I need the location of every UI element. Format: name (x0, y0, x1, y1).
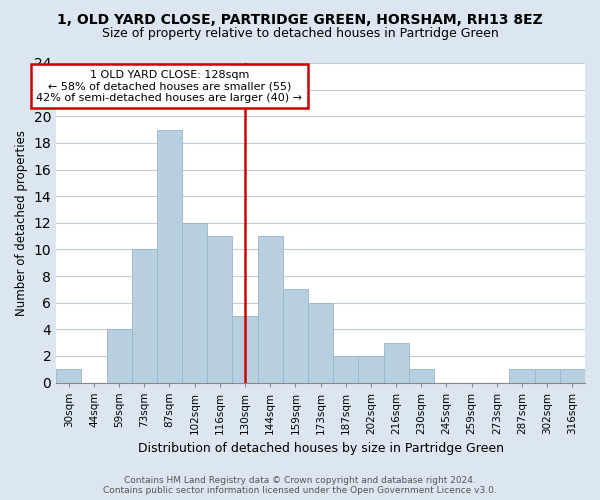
Text: Contains HM Land Registry data © Crown copyright and database right 2024.
Contai: Contains HM Land Registry data © Crown c… (103, 476, 497, 495)
X-axis label: Distribution of detached houses by size in Partridge Green: Distribution of detached houses by size … (137, 442, 503, 455)
Bar (509, 369, 535, 382)
Bar (308, 302, 333, 382)
Text: 1 OLD YARD CLOSE: 128sqm
← 58% of detached houses are smaller (55)
42% of semi-d: 1 OLD YARD CLOSE: 128sqm ← 58% of detach… (37, 70, 302, 103)
Bar (409, 369, 434, 382)
Bar (132, 250, 157, 382)
Bar (283, 290, 308, 382)
Text: 1, OLD YARD CLOSE, PARTRIDGE GREEN, HORSHAM, RH13 8EZ: 1, OLD YARD CLOSE, PARTRIDGE GREEN, HORS… (57, 12, 543, 26)
Bar (107, 330, 132, 382)
Bar (358, 356, 383, 382)
Text: Size of property relative to detached houses in Partridge Green: Size of property relative to detached ho… (101, 28, 499, 40)
Y-axis label: Number of detached properties: Number of detached properties (15, 130, 28, 316)
Bar (383, 342, 409, 382)
Bar (157, 130, 182, 382)
Bar (56, 369, 82, 382)
Bar (560, 369, 585, 382)
Bar (182, 223, 207, 382)
Bar (207, 236, 232, 382)
Bar (535, 369, 560, 382)
Bar (257, 236, 283, 382)
Bar (333, 356, 358, 382)
Bar (232, 316, 257, 382)
